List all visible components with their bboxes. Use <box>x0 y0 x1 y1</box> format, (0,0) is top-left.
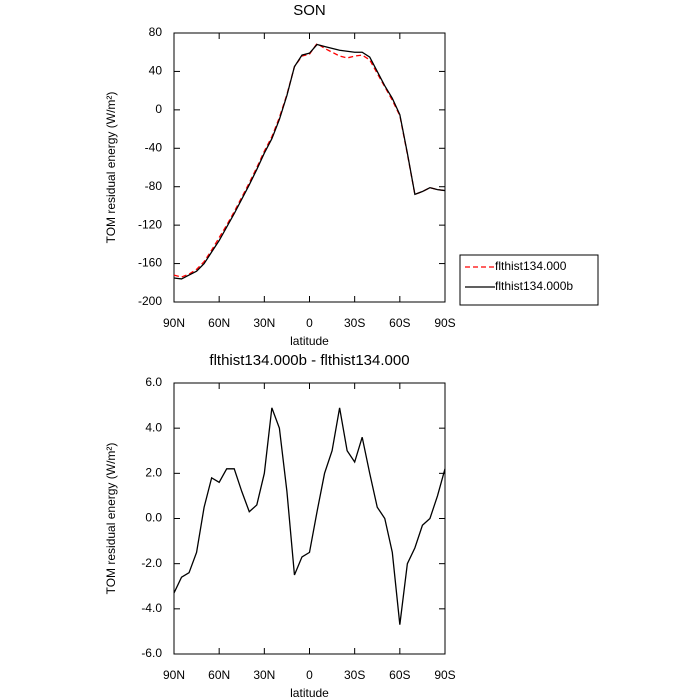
y-tick-label: -80 <box>145 179 163 193</box>
y-tick-label: 2.0 <box>145 466 162 480</box>
y-tick-label: -160 <box>138 256 162 270</box>
y-tick-label: 0 <box>155 102 162 116</box>
plot-frame <box>173 32 446 303</box>
x-tick-label: 30N <box>253 316 275 330</box>
legend-label: flthist134.000b <box>495 279 573 293</box>
x-tick-label: 90N <box>163 316 185 330</box>
y-tick-label: 80 <box>149 25 163 39</box>
y-tick-label: -2.0 <box>141 556 162 570</box>
x-tick-label: 60S <box>389 668 410 682</box>
y-tick-label: -40 <box>145 140 163 154</box>
x-tick-label: 60N <box>208 316 230 330</box>
x-tick-label: 90S <box>434 316 455 330</box>
x-tick-label: 30N <box>253 668 275 682</box>
y-tick-label: -120 <box>138 217 162 231</box>
x-tick-label: 0 <box>306 316 313 330</box>
x-axis-label: latitude <box>290 686 329 700</box>
legend-label: flthist134.000 <box>495 259 567 273</box>
y-axis-label: TOM residual energy (W/m²) <box>104 443 118 595</box>
y-tick-label: 0.0 <box>145 511 162 525</box>
x-axis-label: latitude <box>290 334 329 348</box>
x-tick-label: 30S <box>344 316 365 330</box>
legend-box <box>459 254 599 306</box>
x-tick-label: 0 <box>306 668 313 682</box>
y-tick-label: -4.0 <box>141 601 162 615</box>
y-tick-label: 4.0 <box>145 420 162 434</box>
data-line <box>173 42 446 278</box>
y-tick-label: 40 <box>149 64 163 78</box>
x-tick-label: 60S <box>389 316 410 330</box>
plot-frame <box>173 382 446 655</box>
chart-title: flthist134.000b - flthist134.000 <box>209 352 409 369</box>
data-line <box>173 43 446 280</box>
x-tick-label: 30S <box>344 668 365 682</box>
x-tick-label: 60N <box>208 668 230 682</box>
y-tick-label: -6.0 <box>141 646 162 660</box>
y-axis-label: TOM residual energy (W/m²) <box>104 92 118 244</box>
x-tick-label: 90N <box>163 668 185 682</box>
chart-title: SON <box>293 2 326 19</box>
y-tick-label: -200 <box>138 294 162 308</box>
x-tick-label: 90S <box>434 668 455 682</box>
data-line <box>173 407 446 625</box>
y-tick-label: 6.0 <box>145 375 162 389</box>
